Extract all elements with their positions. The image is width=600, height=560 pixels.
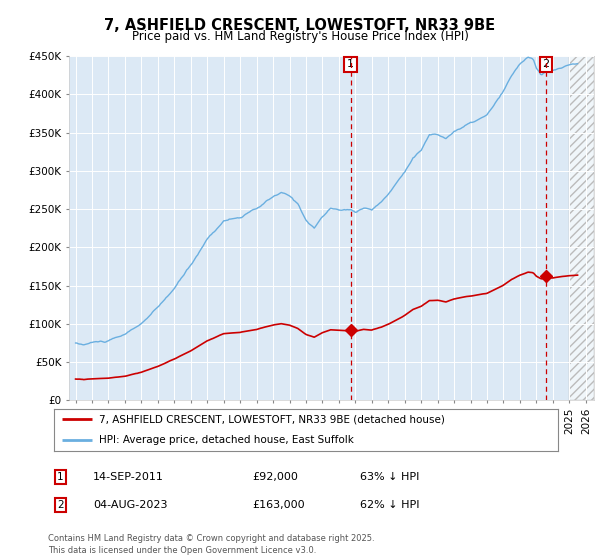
Text: 2: 2 xyxy=(542,59,550,69)
Text: HPI: Average price, detached house, East Suffolk: HPI: Average price, detached house, East… xyxy=(100,435,354,445)
Text: 1: 1 xyxy=(57,472,64,482)
Text: £163,000: £163,000 xyxy=(252,500,305,510)
Text: 2: 2 xyxy=(57,500,64,510)
Text: 14-SEP-2011: 14-SEP-2011 xyxy=(93,472,164,482)
Text: 62% ↓ HPI: 62% ↓ HPI xyxy=(360,500,419,510)
Text: 7, ASHFIELD CRESCENT, LOWESTOFT, NR33 9BE: 7, ASHFIELD CRESCENT, LOWESTOFT, NR33 9B… xyxy=(104,18,496,32)
Text: Contains HM Land Registry data © Crown copyright and database right 2025.
This d: Contains HM Land Registry data © Crown c… xyxy=(48,534,374,555)
Text: 04-AUG-2023: 04-AUG-2023 xyxy=(93,500,167,510)
Text: 1: 1 xyxy=(347,59,354,69)
Bar xyxy=(569,56,594,400)
Text: 63% ↓ HPI: 63% ↓ HPI xyxy=(360,472,419,482)
Text: £92,000: £92,000 xyxy=(252,472,298,482)
Text: Price paid vs. HM Land Registry's House Price Index (HPI): Price paid vs. HM Land Registry's House … xyxy=(131,30,469,43)
Text: 7, ASHFIELD CRESCENT, LOWESTOFT, NR33 9BE (detached house): 7, ASHFIELD CRESCENT, LOWESTOFT, NR33 9B… xyxy=(100,414,445,424)
Bar xyxy=(569,56,594,400)
